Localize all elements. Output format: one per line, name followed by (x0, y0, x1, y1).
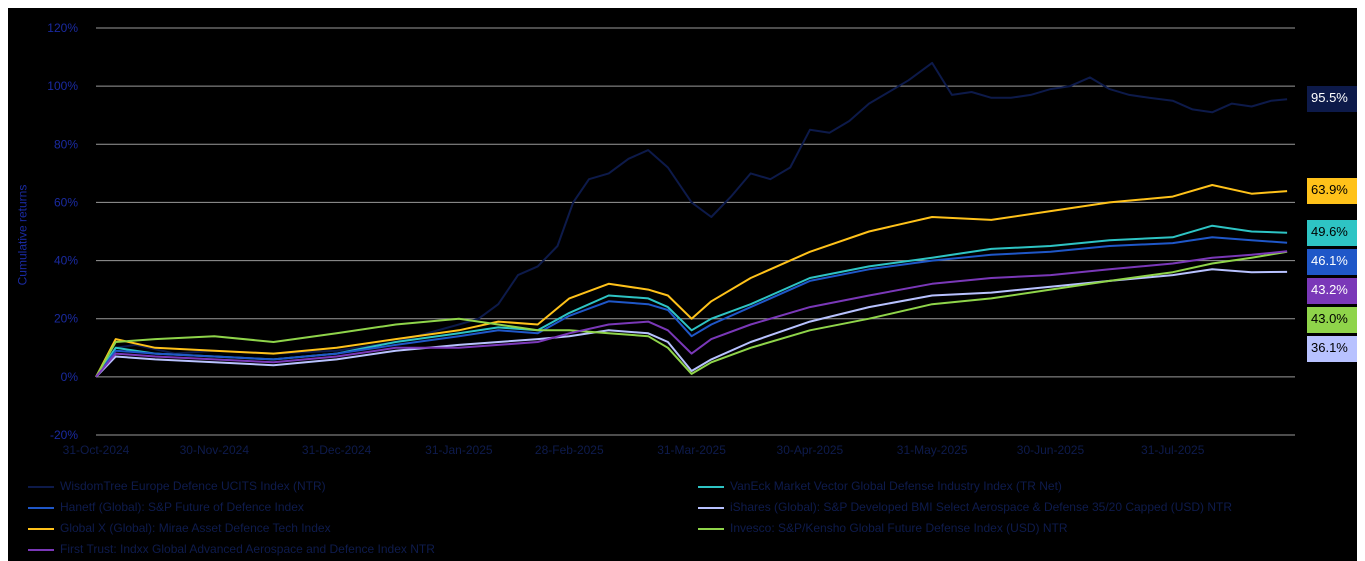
x-tick-label: 31-Jul-2025 (1141, 443, 1205, 457)
y-tick-label: 120% (47, 21, 78, 35)
chart-frame: -20% 0% 20% 40% 60% 80% 100% 120% 31-Oct-2024 30… (8, 8, 1357, 561)
x-tick-label: 30-Apr-2025 (777, 443, 844, 457)
legend-entry: iShares (Global): S&P Developed BMI Sele… (730, 500, 1233, 514)
series-line (95, 250, 1288, 378)
y-tick-label: 0% (61, 370, 79, 384)
line-chart: -20% 0% 20% 40% 60% 80% 100% 120% 31-Oct-2024 30… (47, 21, 1295, 457)
end-value-label: 36.1% (1307, 335, 1357, 362)
x-tick-label: 31-Oct-2024 (63, 443, 130, 457)
legend-entry: Hanetf (Global): S&P Future of Defence I… (60, 500, 304, 514)
x-tick-label: 30-Nov-2024 (180, 443, 250, 457)
legend-entry: First Trust: Indxx Global Advanced Aeros… (60, 542, 435, 556)
end-value-label: 63.9% (1307, 178, 1357, 205)
x-tick-label: 30-Jun-2025 (1017, 443, 1085, 457)
legend-swatch (28, 549, 54, 551)
x-tick-labels: 31-Oct-2024 30-Nov-2024 31-Dec-2024 31-Jan-… (63, 443, 1205, 457)
end-value-label: 49.6% (1307, 219, 1357, 246)
legend-swatch (698, 507, 724, 509)
y-tick-labels: -20% 0% 20% 40% 60% 80% 100% 120% (47, 21, 78, 442)
end-value-label: 43.2% (1307, 277, 1357, 304)
legend-swatch (698, 528, 724, 530)
y-tick-label: -20% (50, 428, 78, 442)
gridlines (96, 27, 1295, 436)
legend-swatch (28, 528, 54, 530)
series-line (95, 61, 1288, 378)
series-line (95, 184, 1288, 378)
y-tick-label: 20% (54, 312, 78, 326)
x-tick-label: 28-Feb-2025 (535, 443, 604, 457)
x-tick-label: 31-Jan-2025 (425, 443, 493, 457)
series-line (95, 250, 1288, 378)
end-value-label: 46.1% (1307, 248, 1357, 275)
end-value-label: 43.0% (1307, 306, 1357, 333)
x-tick-label: 31-Dec-2024 (302, 443, 372, 457)
y-tick-label: 100% (47, 79, 78, 93)
end-value-label: 95.5% (1307, 86, 1357, 113)
x-tick-label: 31-Mar-2025 (657, 443, 726, 457)
y-tick-label: 60% (54, 195, 78, 209)
series-line (95, 268, 1288, 378)
y-axis-label: Cumulative returns (15, 184, 30, 286)
y-tick-label: 40% (54, 254, 78, 268)
legend-entry: Invesco: S&P/Kensho Global Future Defens… (730, 521, 1068, 535)
series-line (95, 236, 1288, 378)
legend-entry: VanEck Market Vector Global Defense Indu… (730, 479, 1062, 493)
legend-entry: WisdomTree Europe Defence UCITS Index (N… (60, 479, 326, 493)
y-tick-label: 80% (54, 137, 78, 151)
legend-swatch (698, 486, 724, 488)
legend-swatch (28, 507, 54, 509)
legend-entry: Global X (Global): Mirae Asset Defence T… (60, 521, 331, 535)
legend-swatch (28, 486, 54, 488)
x-tick-label: 31-May-2025 (897, 443, 968, 457)
series-lines (95, 61, 1288, 378)
